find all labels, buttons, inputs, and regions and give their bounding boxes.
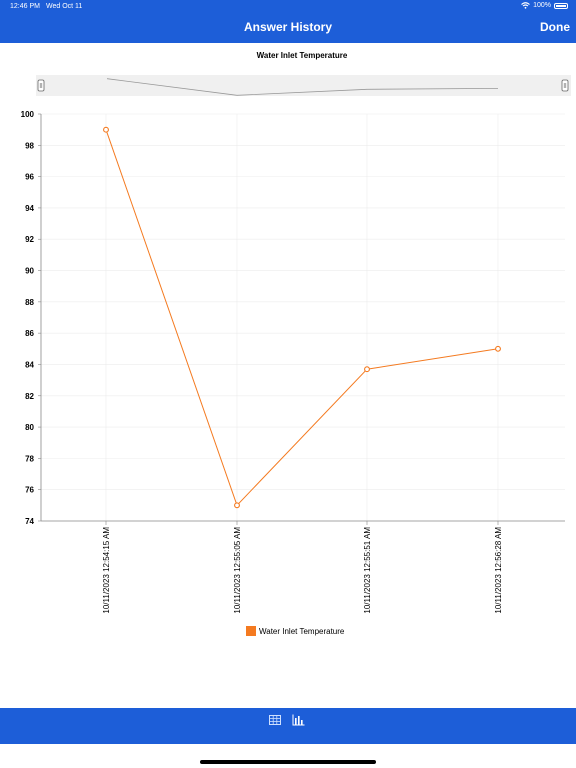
series-line-water-inlet-temperature — [105, 129, 499, 507]
y-tick-label: 100 — [21, 110, 35, 119]
status-time: 12:46 PM — [10, 3, 40, 10]
status-date: Wed Oct 11 — [46, 3, 83, 10]
chart-title: Water Inlet Temperature — [256, 51, 348, 60]
y-tick-label: 86 — [25, 329, 34, 338]
data-point — [364, 366, 370, 373]
x-tick-label: 10/11/2023 12:54:15 AM — [102, 527, 111, 614]
x-tick-label: 10/11/2023 12:56:28 AM — [494, 527, 503, 614]
range-handle-left[interactable] — [37, 79, 45, 92]
x-tick-label: 10/11/2023 12:55:51 AM — [363, 527, 372, 614]
y-tick-label: 84 — [25, 360, 34, 369]
line-chart: 100 98 96 94 92 90 88 86 84 82 80 78 76 74 10/11/2023… — [21, 75, 571, 614]
range-handle-right[interactable] — [561, 79, 569, 92]
x-axis-ticks: 10/11/2023 12:54:15 AM 10/11/2023 12:55:0… — [102, 521, 503, 614]
bottom-toolbar — [0, 708, 576, 744]
y-tick-label: 98 — [25, 141, 34, 150]
data-point — [103, 126, 109, 133]
x-tick-label: 10/11/2023 12:55:05 AM — [233, 527, 242, 614]
data-points — [103, 126, 501, 509]
y-tick-label: 94 — [25, 204, 34, 213]
y-tick-label: 76 — [25, 486, 34, 495]
legend-label: Water Inlet Temperature — [259, 626, 345, 636]
range-navigator-line — [106, 78, 499, 96]
range-navigator[interactable] — [36, 75, 571, 96]
top-bar: 12:46 PM Wed Oct 11 100% Answer History … — [0, 0, 576, 43]
bar-chart-icon[interactable] — [292, 714, 305, 726]
y-tick-label: 74 — [25, 517, 34, 526]
y-tick-label: 88 — [25, 298, 34, 307]
done-button[interactable]: Done — [540, 20, 570, 34]
y-tick-label: 90 — [25, 267, 34, 276]
y-tick-label: 96 — [25, 173, 34, 182]
chart-legend[interactable]: Water Inlet Temperature — [246, 626, 344, 636]
status-indicators: 100% — [521, 2, 568, 9]
y-tick-label: 82 — [25, 392, 34, 401]
y-axis-ticks: 100 98 96 94 92 90 88 86 84 82 80 78 76 74 — [21, 110, 41, 526]
range-navigator-track — [36, 75, 571, 96]
y-tick-label: 78 — [25, 454, 34, 463]
y-tick-label: 80 — [25, 423, 34, 432]
data-point — [495, 345, 501, 352]
y-tick-label: 92 — [25, 235, 34, 244]
chart-grid — [41, 113, 565, 522]
battery-icon — [554, 2, 568, 9]
legend-swatch — [246, 626, 256, 636]
wifi-icon — [521, 2, 530, 9]
battery-percent: 100% — [533, 2, 551, 9]
table-icon[interactable] — [269, 714, 281, 726]
home-indicator — [200, 760, 376, 764]
data-point — [234, 502, 240, 509]
page-title: Answer History — [243, 20, 333, 34]
